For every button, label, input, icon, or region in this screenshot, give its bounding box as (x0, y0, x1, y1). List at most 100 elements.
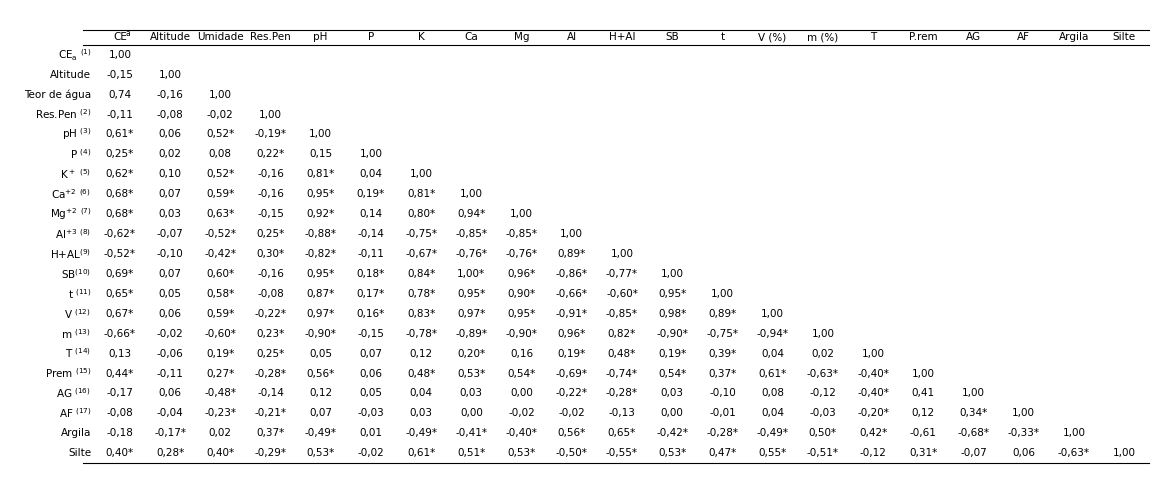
Text: 0,40*: 0,40* (207, 448, 234, 458)
Text: 0,25*: 0,25* (106, 149, 134, 159)
Text: -0,82*: -0,82* (305, 249, 336, 259)
Text: 0,69*: 0,69* (106, 269, 134, 279)
Text: 1,00: 1,00 (158, 70, 181, 80)
Text: -0,60*: -0,60* (204, 329, 236, 339)
Text: 0,52*: 0,52* (206, 169, 234, 179)
Text: Silte: Silte (68, 448, 91, 458)
Text: 0,02: 0,02 (158, 149, 181, 159)
Text: 0,68*: 0,68* (106, 209, 134, 219)
Text: -0,03: -0,03 (358, 408, 385, 418)
Text: 0,15: 0,15 (310, 149, 333, 159)
Text: 0,37*: 0,37* (256, 428, 284, 438)
Text: 0,58*: 0,58* (206, 289, 234, 299)
Text: 0,01: 0,01 (359, 428, 382, 438)
Text: 0,95*: 0,95* (306, 189, 335, 199)
Text: -0,15: -0,15 (357, 329, 385, 339)
Text: 0,48*: 0,48* (608, 349, 636, 359)
Text: 0,53*: 0,53* (507, 448, 536, 458)
Text: 0,80*: 0,80* (407, 209, 435, 219)
Text: 0,04: 0,04 (359, 169, 382, 179)
Text: 0,68*: 0,68* (106, 189, 134, 199)
Text: -0,55*: -0,55* (606, 448, 638, 458)
Text: Prem $^{(15)}$: Prem $^{(15)}$ (45, 367, 91, 380)
Text: 0,05: 0,05 (310, 349, 333, 359)
Text: P $^{(4)}$: P $^{(4)}$ (70, 147, 91, 161)
Text: 1,00: 1,00 (560, 229, 583, 239)
Text: Silte: Silte (1112, 32, 1135, 42)
Text: -0,69*: -0,69* (556, 369, 588, 378)
Text: 0,89*: 0,89* (558, 249, 586, 259)
Text: Argila: Argila (61, 428, 91, 438)
Text: AF $^{(17)}$: AF $^{(17)}$ (59, 406, 91, 420)
Text: 0,95*: 0,95* (507, 309, 536, 319)
Text: 0,65*: 0,65* (106, 289, 134, 299)
Text: 0,54*: 0,54* (658, 369, 686, 378)
Text: 0,06: 0,06 (359, 369, 382, 378)
Text: Al: Al (567, 32, 576, 42)
Text: 0,19*: 0,19* (357, 189, 385, 199)
Text: 1,00: 1,00 (611, 249, 633, 259)
Text: 0,78*: 0,78* (407, 289, 435, 299)
Text: 0,39*: 0,39* (708, 349, 737, 359)
Text: -0,02: -0,02 (558, 408, 586, 418)
Text: 0,03: 0,03 (661, 388, 684, 398)
Text: 0,95*: 0,95* (658, 289, 686, 299)
Text: -0,89*: -0,89* (455, 329, 487, 339)
Text: 0,25*: 0,25* (256, 349, 284, 359)
Text: -0,04: -0,04 (157, 408, 184, 418)
Text: 1,00: 1,00 (410, 169, 433, 179)
Text: -0,51*: -0,51* (807, 448, 839, 458)
Text: AG: AG (966, 32, 981, 42)
Text: -0,06: -0,06 (157, 349, 184, 359)
Text: 0,53*: 0,53* (457, 369, 485, 378)
Text: 0,22*: 0,22* (256, 149, 284, 159)
Text: -0,12: -0,12 (859, 448, 887, 458)
Text: -0,11: -0,11 (157, 369, 184, 378)
Text: 0,08: 0,08 (209, 149, 232, 159)
Text: 0,04: 0,04 (410, 388, 433, 398)
Text: pH $^{(3)}$: pH $^{(3)}$ (62, 126, 91, 142)
Text: 0,60*: 0,60* (207, 269, 234, 279)
Text: -0,08: -0,08 (258, 289, 284, 299)
Text: -0,52*: -0,52* (204, 229, 237, 239)
Text: 1,00: 1,00 (359, 149, 382, 159)
Text: 0,59*: 0,59* (206, 309, 234, 319)
Text: 0,16: 0,16 (511, 349, 534, 359)
Text: 0,97*: 0,97* (457, 309, 485, 319)
Text: 0,07: 0,07 (158, 189, 181, 199)
Text: 0,16*: 0,16* (357, 309, 385, 319)
Text: 0,06: 0,06 (1012, 448, 1035, 458)
Text: 1,00: 1,00 (1012, 408, 1035, 418)
Text: -0,63*: -0,63* (807, 369, 839, 378)
Text: Res.Pen: Res.Pen (251, 32, 291, 42)
Text: 0,44*: 0,44* (106, 369, 134, 378)
Text: 1,00: 1,00 (209, 90, 232, 100)
Text: 0,56*: 0,56* (306, 369, 335, 378)
Text: $\mathregular{CE_a}$ $^{(1)}$: $\mathregular{CE_a}$ $^{(1)}$ (58, 47, 91, 63)
Text: -0,75*: -0,75* (707, 329, 738, 339)
Text: 1,00: 1,00 (761, 309, 784, 319)
Text: -0,49*: -0,49* (405, 428, 437, 438)
Text: 0,27*: 0,27* (206, 369, 234, 378)
Text: 0,02: 0,02 (811, 349, 834, 359)
Text: 0,12: 0,12 (310, 388, 333, 398)
Text: 0,06: 0,06 (158, 388, 181, 398)
Text: 0,61*: 0,61* (106, 129, 134, 139)
Text: -0,40*: -0,40* (857, 369, 889, 378)
Text: 0,90*: 0,90* (507, 289, 536, 299)
Text: H+AL$^{(9)}$: H+AL$^{(9)}$ (50, 247, 91, 261)
Text: 1,00*: 1,00* (457, 269, 485, 279)
Text: -0,16: -0,16 (258, 169, 284, 179)
Text: -0,86*: -0,86* (556, 269, 588, 279)
Text: -0,01: -0,01 (709, 408, 736, 418)
Text: Umidade: Umidade (198, 32, 244, 42)
Text: 1,00: 1,00 (710, 289, 733, 299)
Text: -0,11: -0,11 (106, 110, 133, 120)
Text: 0,25*: 0,25* (256, 229, 284, 239)
Text: -0,78*: -0,78* (405, 329, 437, 339)
Text: P: P (367, 32, 374, 42)
Text: 0,04: 0,04 (761, 349, 784, 359)
Text: -0,76*: -0,76* (506, 249, 537, 259)
Text: -0,41*: -0,41* (455, 428, 487, 438)
Text: 0,05: 0,05 (158, 289, 181, 299)
